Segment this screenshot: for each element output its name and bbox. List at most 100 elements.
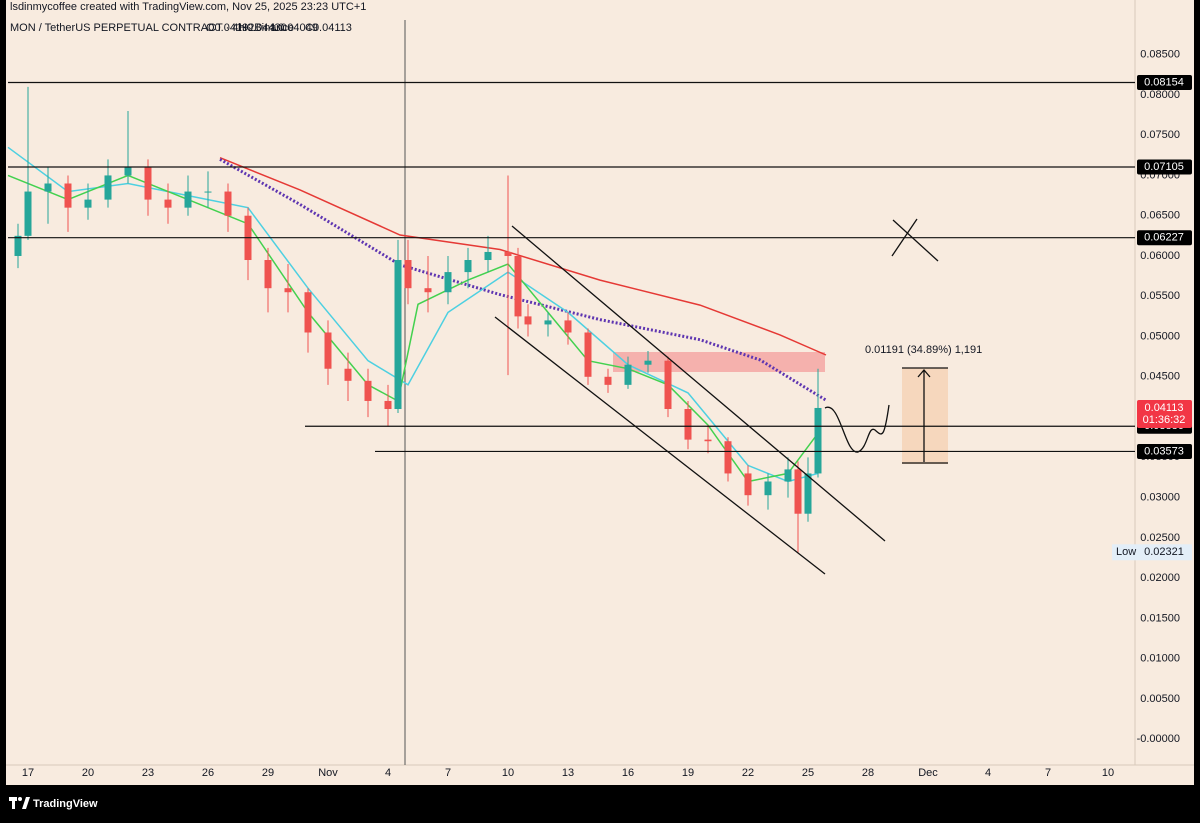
candle-body bbox=[564, 320, 572, 333]
candle-body bbox=[104, 175, 112, 200]
candle-body bbox=[444, 272, 452, 293]
candle-body bbox=[124, 167, 132, 176]
level-price-box bbox=[1137, 74, 1192, 90]
x-tick-label: 4 bbox=[385, 767, 391, 779]
credit: lsdinmycoffee created with TradingView.c… bbox=[10, 1, 366, 13]
candle-body bbox=[664, 360, 672, 410]
countdown-label: 01:36:32 bbox=[1143, 414, 1186, 426]
x-tick-label: 20 bbox=[82, 767, 94, 779]
x-tick-label: 19 bbox=[682, 767, 694, 779]
x-tick-label: 25 bbox=[802, 767, 814, 779]
x-tick-label: Dec bbox=[918, 767, 938, 779]
indicator-line bbox=[219, 157, 827, 356]
y-tick-label: 0.04500 bbox=[1140, 371, 1180, 383]
x-tick-label: 16 bbox=[622, 767, 634, 779]
y-tick-label: 0.08000 bbox=[1140, 89, 1180, 101]
candle-body bbox=[764, 481, 772, 496]
series-layer bbox=[7, 86, 827, 553]
last-price-box bbox=[1137, 399, 1192, 428]
x-tick-label: 22 bbox=[742, 767, 754, 779]
level-price-label: 0.06227 bbox=[1144, 232, 1184, 244]
x-tick-label: 28 bbox=[862, 767, 874, 779]
level-price-box bbox=[1137, 230, 1192, 246]
candle-body bbox=[794, 469, 802, 514]
candle-body bbox=[384, 400, 392, 410]
logo-shape bbox=[18, 797, 22, 801]
channel-lower bbox=[494, 316, 826, 575]
candle-body bbox=[784, 469, 792, 482]
y-tick-label: 0.05000 bbox=[1140, 330, 1180, 342]
brand-text: TradingView bbox=[33, 798, 98, 810]
x-tick-label: 29 bbox=[262, 767, 274, 779]
candle-body bbox=[644, 360, 652, 365]
candle-body bbox=[44, 183, 52, 192]
candle-body bbox=[604, 376, 612, 385]
candle-body bbox=[144, 167, 152, 200]
logo-shape bbox=[12, 797, 15, 809]
chart-background bbox=[6, 0, 1194, 785]
x-tick-label: 10 bbox=[502, 767, 514, 779]
y-tick-label: 0.01000 bbox=[1140, 653, 1180, 665]
candle-body bbox=[14, 235, 22, 256]
y-tick-label: 0.03000 bbox=[1140, 492, 1180, 504]
cross-mark bbox=[892, 219, 939, 262]
logo-shape bbox=[22, 797, 30, 809]
x-tick-label: 4 bbox=[985, 767, 991, 779]
candle-body bbox=[264, 260, 272, 289]
indicator-line bbox=[7, 146, 819, 483]
x-tick-label: 7 bbox=[445, 767, 451, 779]
x-tick-label: 23 bbox=[142, 767, 154, 779]
x-tick-label: 7 bbox=[1045, 767, 1051, 779]
candle-body bbox=[544, 320, 552, 325]
measure-box bbox=[902, 368, 948, 464]
y-tick-label: 0.08500 bbox=[1140, 49, 1180, 61]
candle-body bbox=[624, 364, 632, 385]
candle-body bbox=[84, 199, 92, 208]
candle-body bbox=[164, 199, 172, 208]
ohlc-value: O0.04192 bbox=[206, 22, 254, 34]
measure-arrow-head bbox=[917, 369, 931, 378]
y-tick-label: 0.02000 bbox=[1140, 572, 1180, 584]
candle-body bbox=[344, 368, 352, 381]
candle-body bbox=[814, 407, 822, 474]
level-price-box bbox=[1137, 159, 1192, 175]
candle-body bbox=[484, 251, 492, 261]
channel-upper bbox=[511, 225, 886, 542]
brand-logo bbox=[9, 797, 30, 809]
x-tick-label: 26 bbox=[202, 767, 214, 779]
candle-body bbox=[684, 409, 692, 440]
y-tick-label: 0.01500 bbox=[1140, 612, 1180, 624]
y-tick-label: 0.06000 bbox=[1140, 250, 1180, 262]
ohlc-value: H0.04430 bbox=[239, 22, 287, 34]
ohlc-value: C0.04113 bbox=[305, 22, 352, 34]
x-tick-label: Nov bbox=[318, 767, 338, 779]
candle-body bbox=[514, 255, 522, 317]
candle-body bbox=[304, 292, 312, 333]
candle-body bbox=[464, 260, 472, 273]
candle-body bbox=[424, 288, 432, 293]
candle-body bbox=[364, 380, 372, 401]
last-price-label: 0.04113 bbox=[1145, 402, 1184, 414]
x-tick-label: 13 bbox=[562, 767, 574, 779]
y-tick-label: 0.06500 bbox=[1140, 210, 1180, 222]
candle-body bbox=[24, 191, 32, 236]
candle-body bbox=[704, 439, 712, 442]
candle-body bbox=[724, 441, 732, 474]
low-marker-label: Low bbox=[1116, 546, 1136, 558]
candle-body bbox=[284, 288, 292, 293]
candle-body bbox=[584, 332, 592, 377]
drawings bbox=[494, 218, 948, 575]
y-tick-label: 0.07500 bbox=[1140, 129, 1180, 141]
candle-body bbox=[404, 260, 412, 289]
measure-label: 0.01191 (34.89%) 1,191 bbox=[865, 344, 982, 356]
candle-body bbox=[204, 191, 212, 193]
level-price-label: 0.08154 bbox=[1144, 76, 1184, 88]
indicator-line bbox=[219, 157, 827, 402]
candle-body bbox=[224, 191, 232, 216]
low-marker-box bbox=[1112, 544, 1192, 561]
y-tick-label: 0.00500 bbox=[1140, 693, 1180, 705]
footer bbox=[0, 785, 1200, 823]
y-tick-label: 0.05500 bbox=[1140, 290, 1180, 302]
candle-body bbox=[524, 316, 532, 325]
